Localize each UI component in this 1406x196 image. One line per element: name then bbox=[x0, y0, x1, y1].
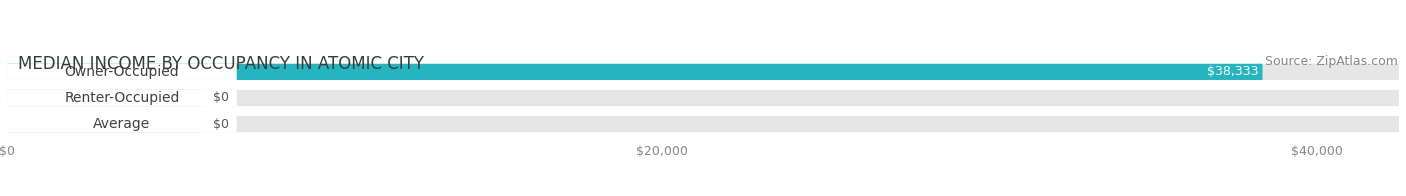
Text: Owner-Occupied: Owner-Occupied bbox=[65, 65, 179, 79]
FancyBboxPatch shape bbox=[7, 64, 1263, 80]
FancyBboxPatch shape bbox=[7, 116, 1399, 132]
FancyBboxPatch shape bbox=[7, 90, 202, 106]
FancyBboxPatch shape bbox=[7, 116, 202, 132]
FancyBboxPatch shape bbox=[7, 64, 236, 80]
Text: Average: Average bbox=[93, 117, 150, 131]
Text: Renter-Occupied: Renter-Occupied bbox=[65, 91, 180, 105]
Text: $38,333: $38,333 bbox=[1206, 65, 1258, 78]
Text: MEDIAN INCOME BY OCCUPANCY IN ATOMIC CITY: MEDIAN INCOME BY OCCUPANCY IN ATOMIC CIT… bbox=[18, 55, 425, 73]
FancyBboxPatch shape bbox=[7, 90, 236, 106]
FancyBboxPatch shape bbox=[7, 64, 1399, 80]
FancyBboxPatch shape bbox=[7, 116, 236, 132]
Text: $0: $0 bbox=[214, 118, 229, 131]
FancyBboxPatch shape bbox=[7, 90, 1399, 106]
Text: $0: $0 bbox=[214, 92, 229, 104]
Text: Source: ZipAtlas.com: Source: ZipAtlas.com bbox=[1265, 55, 1398, 68]
